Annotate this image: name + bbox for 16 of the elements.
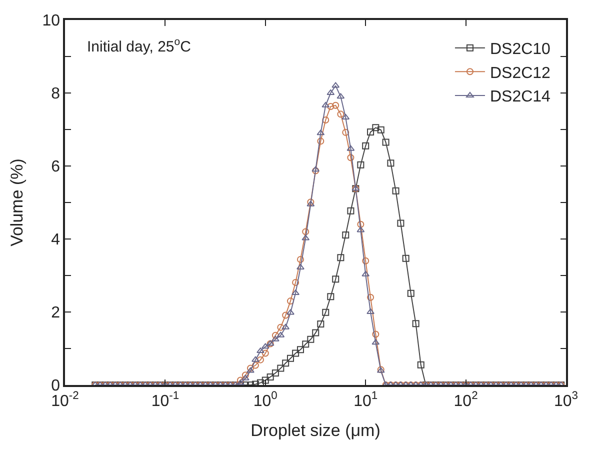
legend-label: DS2C14 — [490, 88, 551, 106]
y-tick-label: 10 — [42, 12, 60, 30]
x-tick-label: 10$^{1}$ — [354, 390, 378, 410]
x-tick-label: 10$^{2}$ — [454, 390, 478, 410]
legend-label: DS2C10 — [490, 41, 551, 58]
legend-label: DS2C12 — [490, 64, 551, 82]
x-tick-label: 10$^{0}$ — [253, 390, 278, 410]
y-axis-title: Volume (%) — [7, 158, 26, 246]
y-tick-label: 6 — [51, 158, 60, 176]
x-axis-title: Droplet size (μm) — [250, 420, 380, 440]
y-tick-label: 2 — [51, 304, 60, 322]
y-tick-label: 4 — [51, 232, 60, 249]
x-tick-label: 10$^{3}$ — [554, 390, 578, 410]
x-tick-label: 10$^{-1}$ — [151, 390, 180, 410]
y-tick-label: 8 — [51, 86, 60, 103]
annotation: Initial day, 25$^{o}$C — [87, 36, 192, 56]
